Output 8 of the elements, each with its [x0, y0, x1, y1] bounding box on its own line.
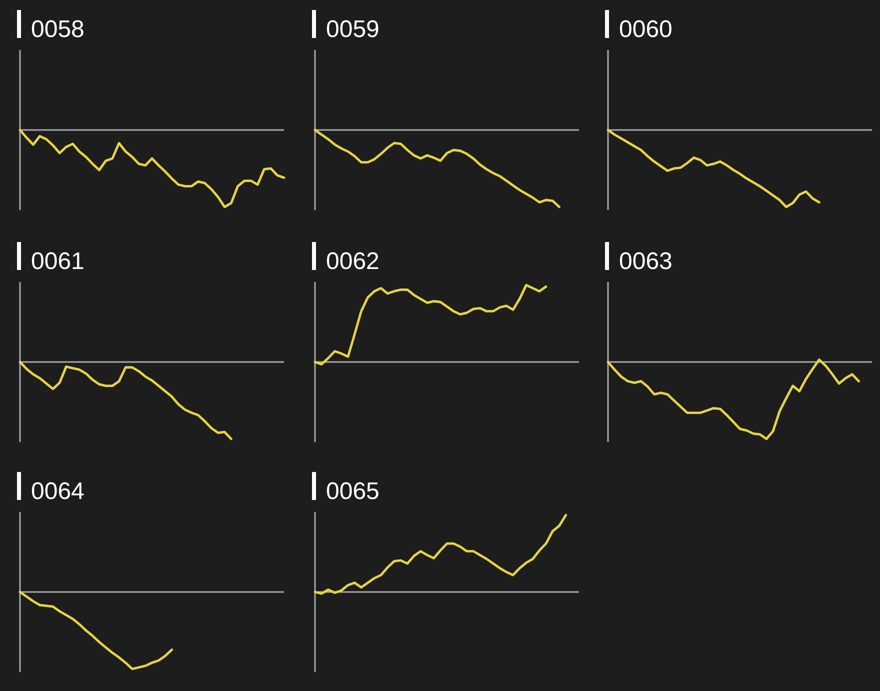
chart-title: 0065	[326, 478, 380, 505]
chart-title: 0062	[326, 248, 380, 275]
chart-title: 0058	[31, 16, 84, 43]
chart-title: 0061	[31, 248, 84, 275]
chart-title: 0059	[326, 16, 380, 43]
chart-title: 0063	[619, 248, 672, 275]
chart-title: 0064	[31, 478, 84, 505]
chart-title: 0060	[619, 16, 672, 43]
